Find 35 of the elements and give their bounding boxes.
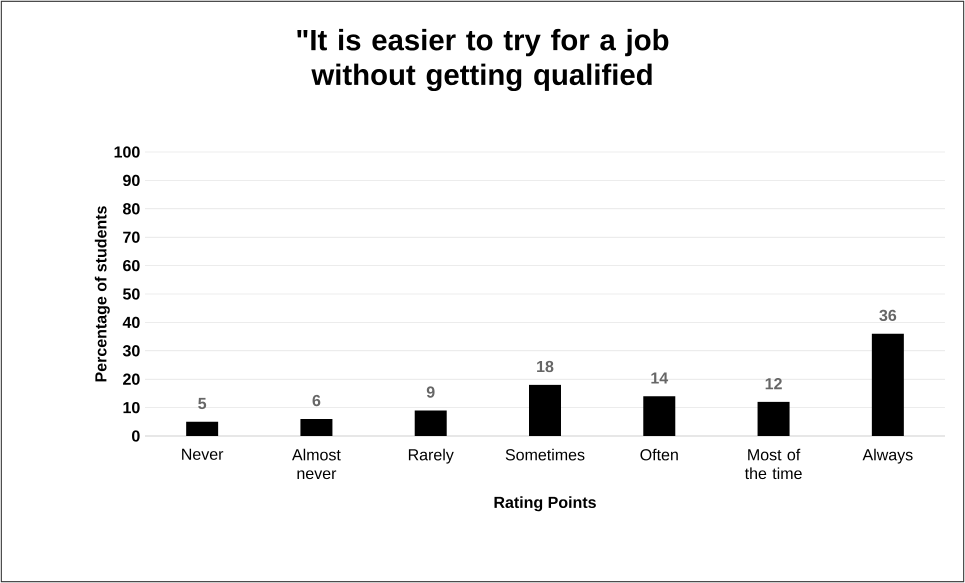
x-tick-label: Never [182, 448, 224, 460]
y-tick-label: 0 [132, 430, 140, 442]
data-label: 9 [426, 386, 435, 398]
data-label: 12 [766, 378, 782, 390]
x-tick-label: Almost never [292, 448, 341, 480]
y-tick-label: 90 [123, 174, 140, 186]
data-label: 18 [537, 360, 554, 372]
data-label: 14 [651, 372, 668, 384]
x-tick-label: Often [640, 448, 678, 460]
y-tick-label: 60 [123, 260, 140, 272]
bar [758, 402, 790, 436]
bar [872, 334, 904, 436]
y-tick-label: 100 [114, 146, 140, 158]
data-label: 6 [312, 394, 320, 406]
x-axis-title: Rating Points [494, 496, 596, 512]
bar [300, 418, 332, 436]
data-label: 36 [879, 310, 896, 322]
y-tick-label: 40 [122, 316, 140, 328]
bar [414, 410, 447, 436]
bar [643, 396, 676, 436]
bar [529, 384, 561, 436]
bar [186, 422, 218, 436]
y-tick-label: 70 [123, 232, 140, 243]
y-tick-label: 20 [123, 374, 140, 385]
y-tick-label: 80 [122, 203, 140, 214]
y-axis-title: Percentage of students [94, 206, 110, 382]
x-tick-label: Rarely [408, 448, 454, 464]
x-tick-label: Most of the time [744, 448, 802, 480]
y-tick-label: 30 [122, 345, 140, 356]
x-tick-label: Sometimes [506, 448, 584, 460]
y-tick-label: 50 [122, 288, 140, 300]
data-label: 5 [198, 398, 206, 410]
chart-title: "It is easier to try for a job without getting qualified [297, 28, 668, 92]
y-tick-label: 10 [123, 402, 140, 414]
x-tick-label: Always [862, 448, 913, 464]
